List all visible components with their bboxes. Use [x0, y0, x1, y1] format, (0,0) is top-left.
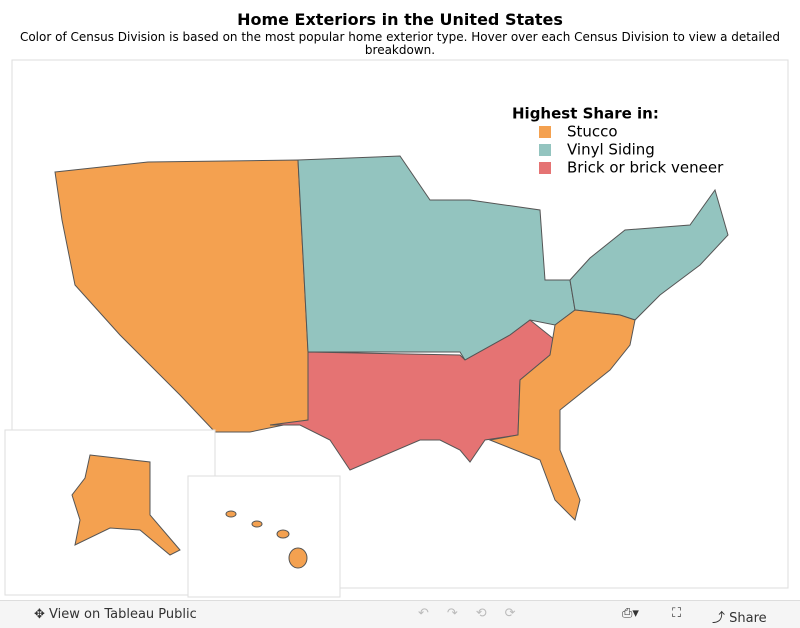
view-text[interactable]: View on Tableau Public — [49, 607, 197, 622]
region[interactable] — [225, 510, 237, 518]
region[interactable] — [71, 454, 181, 556]
legend-title: Highest Share in: — [512, 105, 659, 123]
legend-swatch — [539, 126, 551, 138]
share[interactable]: ⤴ Share — [712, 611, 767, 626]
map-frame — [11, 59, 789, 589]
download[interactable]: ⎙▾ — [622, 606, 639, 621]
legend-label: Brick or brick veneer — [567, 159, 724, 177]
legend-label: Vinyl Siding — [567, 141, 655, 159]
legend-swatch — [539, 162, 551, 174]
undo-redo: ↶↷⟲⟳ — [418, 606, 534, 621]
region[interactable] — [276, 529, 290, 539]
legend-swatch — [539, 144, 551, 156]
region[interactable] — [54, 159, 309, 433]
region[interactable] — [288, 547, 308, 569]
legend-label: Stucco — [567, 123, 618, 141]
toolbar: ✥ View on Tableau Public ↶↷⟲⟳ ⎙▾ ⛶ ⤴ Sha… — [0, 600, 800, 628]
share-text[interactable]: Share — [729, 611, 767, 626]
hawaii-inset — [187, 475, 341, 598]
region[interactable] — [488, 309, 636, 521]
fullscreen[interactable]: ⛶ — [672, 606, 682, 621]
region[interactable] — [251, 520, 263, 528]
subtitle: Color of Census Division is based on the… — [19, 30, 781, 57]
view-link[interactable]: ✥ View on Tableau Public — [34, 607, 197, 622]
region[interactable] — [269, 319, 556, 471]
region[interactable] — [569, 188, 729, 321]
title: Home Exteriors in the United States — [237, 10, 563, 29]
